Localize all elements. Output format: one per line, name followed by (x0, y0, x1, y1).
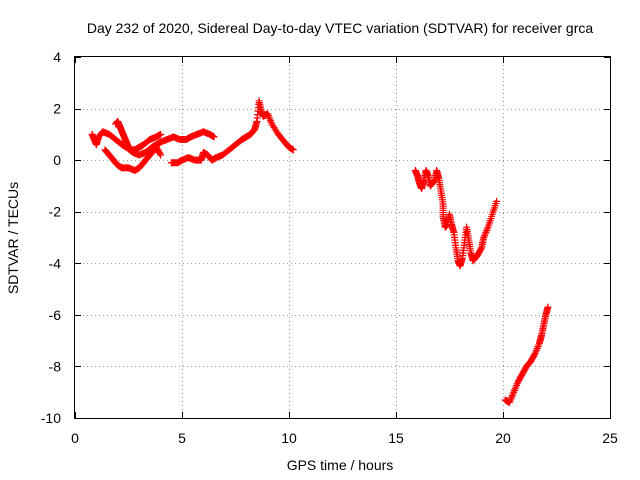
data-point (210, 133, 218, 141)
data-point (289, 146, 297, 154)
data-point (493, 197, 501, 205)
data-point (533, 344, 541, 352)
data-point (156, 150, 164, 158)
data-point (264, 111, 272, 119)
data-point (266, 115, 274, 123)
x-tick-label: 25 (602, 430, 618, 446)
y-axis-label: SDTVAR / TECUs (5, 182, 21, 294)
data-point (534, 343, 542, 351)
data-point (531, 350, 539, 358)
series-track-3 (112, 117, 165, 154)
x-tick-label: 10 (281, 430, 297, 446)
data-point (510, 388, 518, 396)
data-point (532, 348, 540, 356)
data-point (510, 386, 518, 394)
data-points-layer (88, 97, 552, 407)
y-tick-label: -8 (49, 358, 62, 374)
data-point (511, 385, 519, 393)
series-track-2 (101, 143, 165, 174)
x-axis-label: GPS time / hours (287, 457, 394, 473)
y-tick-label: 4 (53, 49, 61, 65)
x-tick-label: 15 (388, 430, 404, 446)
y-tick-label: 2 (53, 101, 61, 117)
data-point (483, 227, 491, 235)
data-point (533, 346, 541, 354)
data-point (513, 380, 521, 388)
data-point (507, 395, 515, 403)
y-tick-label: -6 (49, 307, 62, 323)
data-point (266, 117, 274, 125)
data-point (265, 113, 273, 121)
data-point (512, 383, 520, 391)
x-tick-label: 20 (495, 430, 511, 446)
data-point (477, 245, 485, 253)
data-point (508, 393, 516, 401)
tick-layer: 0 5 10 15 20 25 -10 -8 -6 -4 -2 0 2 4 (41, 49, 618, 446)
data-point (508, 392, 516, 400)
data-point (509, 390, 517, 398)
data-point (157, 151, 165, 159)
data-point (480, 234, 488, 241)
data-point (544, 303, 552, 311)
y-tick-label: -2 (49, 204, 62, 220)
series-track-4 (167, 97, 297, 167)
chart-title: Day 232 of 2020, Sidereal Day-to-day VTE… (87, 20, 593, 36)
data-point (481, 230, 489, 238)
data-point (483, 225, 491, 233)
y-tick-label: 0 (53, 152, 61, 168)
data-point (482, 228, 490, 236)
data-point (480, 232, 488, 240)
y-tick-label: -4 (49, 255, 62, 271)
data-point (505, 399, 513, 407)
series-track-5 (411, 166, 501, 270)
grid-layer (75, 57, 610, 418)
series-track-6 (501, 303, 552, 407)
data-point (157, 130, 165, 138)
data-point (535, 341, 543, 349)
data-point (513, 381, 521, 389)
x-tick-label: 0 (71, 430, 79, 446)
data-point (264, 110, 272, 118)
y-tick-label: -10 (41, 410, 61, 426)
plot-frame (74, 56, 611, 419)
x-tick-label: 5 (178, 430, 186, 446)
data-point (506, 397, 514, 405)
data-point (530, 351, 538, 359)
